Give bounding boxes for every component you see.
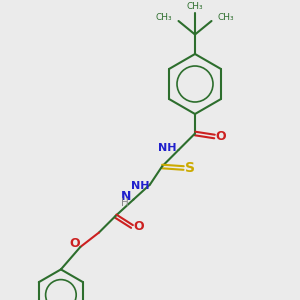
Text: O: O bbox=[69, 237, 80, 250]
Text: O: O bbox=[133, 220, 144, 233]
Text: N: N bbox=[121, 190, 131, 203]
Text: H: H bbox=[121, 198, 128, 208]
Text: NH: NH bbox=[131, 181, 150, 191]
Text: CH₃: CH₃ bbox=[156, 13, 172, 22]
Text: CH₃: CH₃ bbox=[218, 13, 234, 22]
Text: S: S bbox=[185, 161, 195, 175]
Text: CH₃: CH₃ bbox=[187, 2, 203, 11]
Text: NH: NH bbox=[158, 143, 176, 153]
Text: O: O bbox=[216, 130, 226, 143]
